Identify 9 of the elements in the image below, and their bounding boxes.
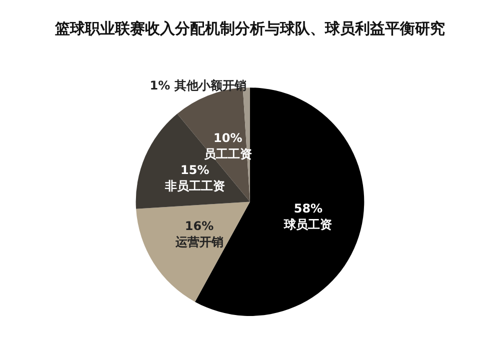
data-label: 15% xyxy=(180,162,210,177)
data-label: 10% xyxy=(214,130,242,145)
slice-label: 运营开销 xyxy=(174,234,224,249)
chart-title: 篮球职业联赛收入分配机制分析与球队、球员利益平衡研究 xyxy=(54,20,445,38)
data-label: 58% xyxy=(294,202,323,216)
data-label: 16% xyxy=(184,218,214,233)
slice-label: 非员工工资 xyxy=(164,178,225,193)
slice-label: 员工工资 xyxy=(204,146,252,161)
slice-label: 球员工资 xyxy=(283,218,332,232)
